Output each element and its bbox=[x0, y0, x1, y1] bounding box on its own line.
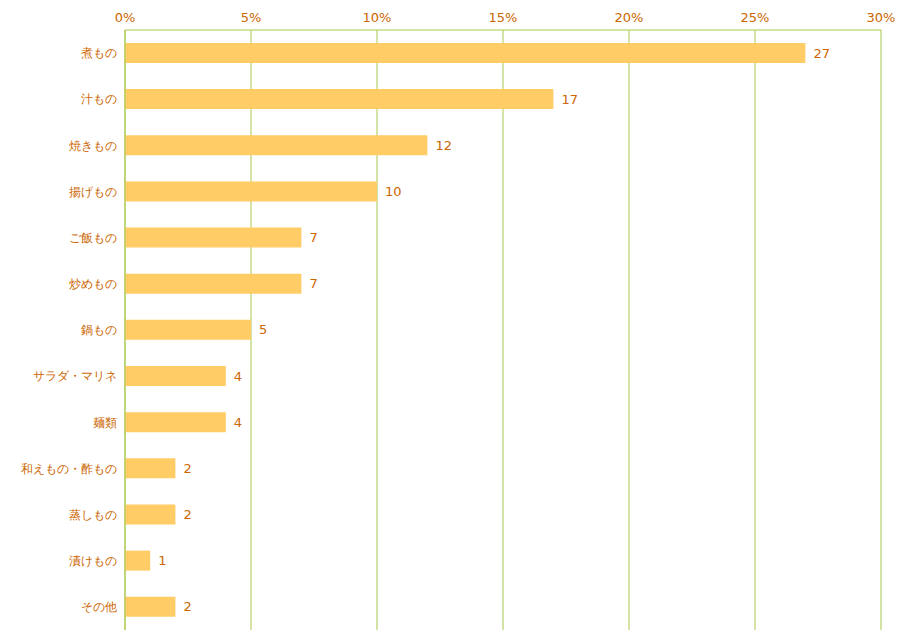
svg-text:10: 10 bbox=[385, 184, 402, 199]
svg-text:煮もの: 煮もの bbox=[81, 46, 117, 60]
svg-text:汁もの: 汁もの bbox=[81, 92, 117, 106]
svg-text:炒めもの: 炒めもの bbox=[69, 277, 117, 291]
svg-text:5: 5 bbox=[259, 322, 267, 337]
svg-text:27: 27 bbox=[813, 46, 830, 61]
svg-text:その他: その他 bbox=[81, 600, 117, 614]
svg-text:0%: 0% bbox=[115, 10, 136, 25]
svg-text:17: 17 bbox=[561, 92, 578, 107]
svg-text:漬けもの: 漬けもの bbox=[69, 554, 117, 568]
svg-text:鍋もの: 鍋もの bbox=[81, 323, 117, 337]
svg-text:20%: 20% bbox=[615, 10, 644, 25]
svg-text:2: 2 bbox=[183, 507, 191, 522]
svg-text:サラダ・マリネ: サラダ・マリネ bbox=[33, 369, 117, 383]
svg-text:4: 4 bbox=[234, 369, 242, 384]
svg-text:2: 2 bbox=[183, 599, 191, 614]
svg-text:30%: 30% bbox=[867, 10, 896, 25]
svg-text:25%: 25% bbox=[741, 10, 770, 25]
svg-text:揚げもの: 揚げもの bbox=[69, 185, 117, 199]
svg-text:2: 2 bbox=[183, 461, 191, 476]
svg-text:7: 7 bbox=[309, 276, 317, 291]
svg-text:4: 4 bbox=[234, 415, 242, 430]
svg-text:1: 1 bbox=[158, 553, 166, 568]
svg-text:7: 7 bbox=[309, 230, 317, 245]
svg-text:蒸しもの: 蒸しもの bbox=[69, 508, 117, 522]
svg-text:5%: 5% bbox=[241, 10, 262, 25]
svg-text:15%: 15% bbox=[489, 10, 518, 25]
svg-text:麺類: 麺類 bbox=[93, 416, 117, 430]
svg-text:焼きもの: 焼きもの bbox=[69, 139, 117, 153]
svg-text:10%: 10% bbox=[363, 10, 392, 25]
svg-text:和えもの・酢もの: 和えもの・酢もの bbox=[21, 462, 117, 476]
svg-text:12: 12 bbox=[435, 138, 452, 153]
svg-text:ご飯もの: ご飯もの bbox=[69, 231, 117, 245]
